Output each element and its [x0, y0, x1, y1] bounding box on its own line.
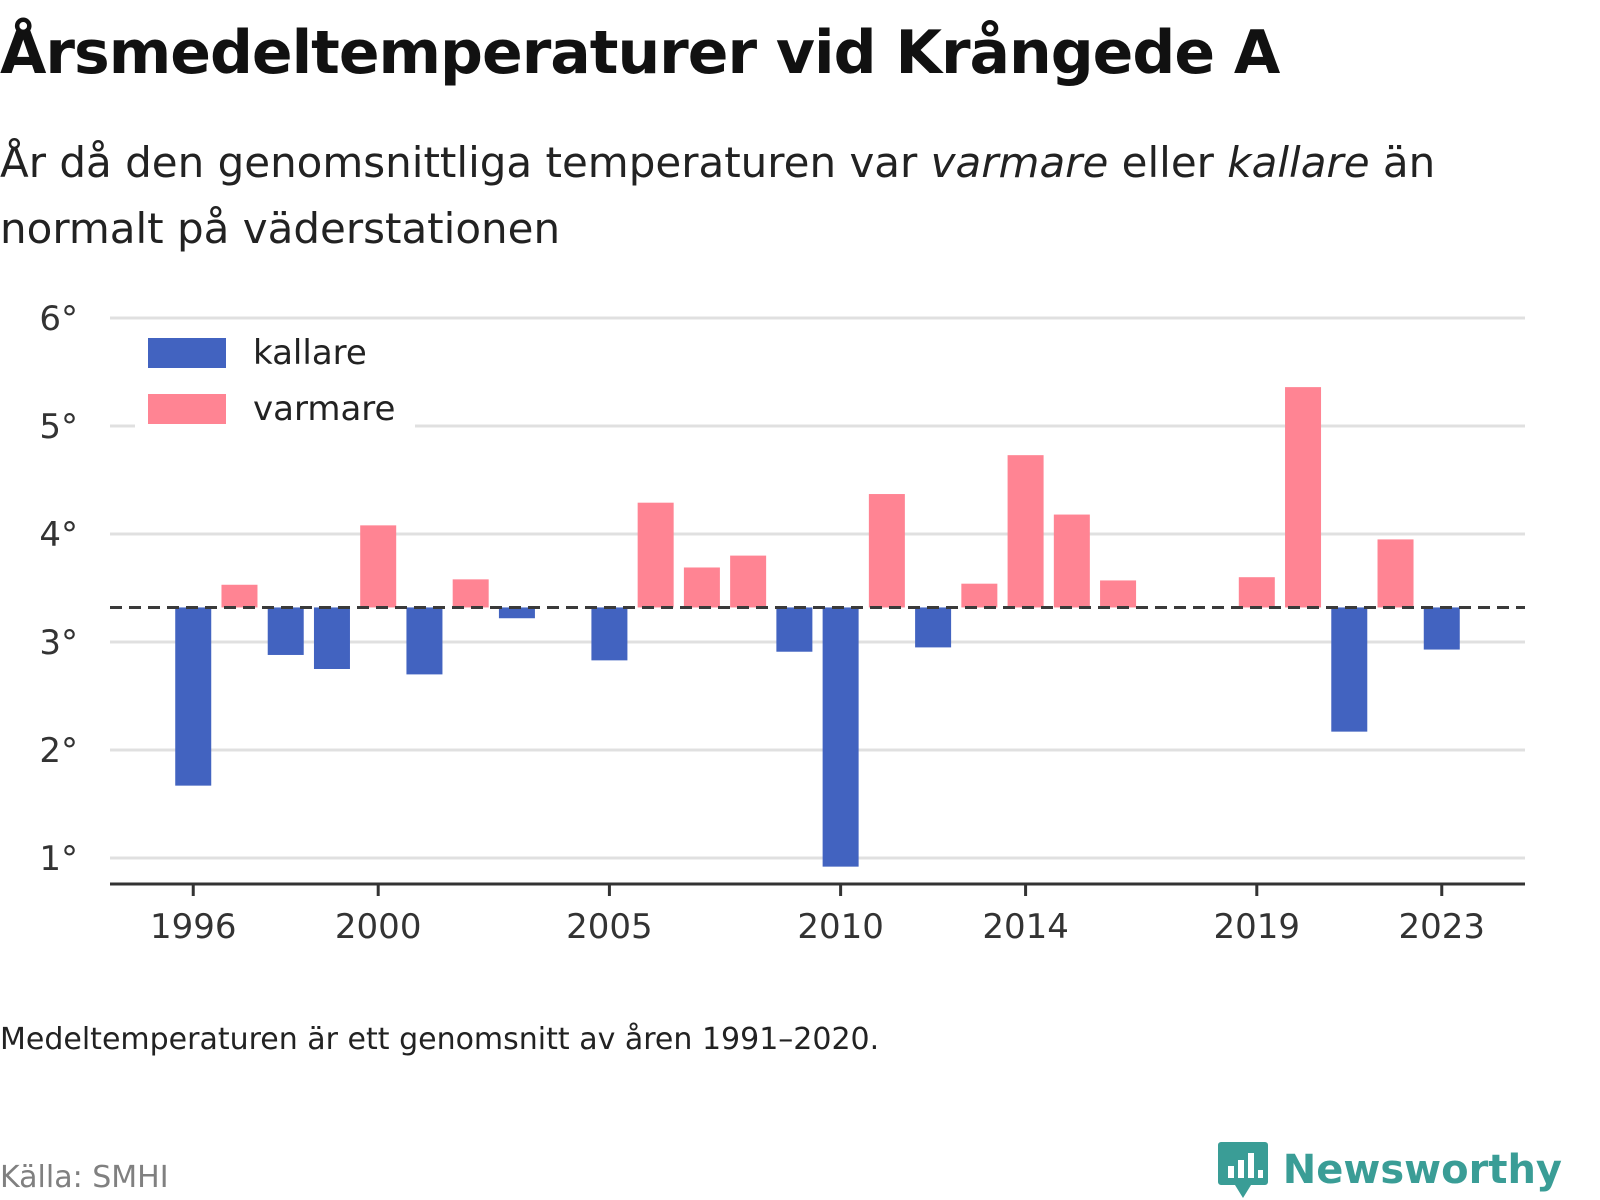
footnote: Medeltemperaturen är ett genomsnitt av å… [0, 1022, 880, 1057]
bar-2003 [498, 607, 535, 619]
bar-2016 [1100, 580, 1137, 608]
y-tick-label: 5° [39, 407, 78, 447]
chart-subtitle: År då den genomsnittliga temperaturen va… [0, 130, 1560, 262]
bar-2001 [406, 607, 443, 675]
legend-swatch-kallare [148, 338, 226, 368]
y-tick-label: 4° [39, 515, 78, 555]
chart-title: Årsmedeltemperaturer vid Krångede A [0, 18, 1280, 88]
source-credit: Källa: SMHI [0, 1160, 169, 1195]
subtitle-text-2: eller [1108, 138, 1228, 187]
subtitle-text-3: än normalt på väderstationen [0, 138, 1436, 253]
bar-2019 [1238, 577, 1275, 608]
bar-2012 [915, 607, 952, 648]
bar-2014 [1007, 455, 1044, 608]
newsworthy-logo-icon [1217, 1142, 1268, 1198]
y-tick-label: 2° [39, 731, 78, 771]
x-tick-label: 2000 [335, 907, 422, 947]
bar-2005 [591, 607, 628, 661]
bar-2007 [683, 567, 720, 608]
temperature-bar-chart: 1° 2° 3° 4° 5° 6° kallare varmare 1996 2000 2005 20… [39, 299, 1525, 947]
bar-2013 [961, 583, 998, 608]
bar-1998 [267, 607, 304, 655]
bar-1997 [221, 584, 258, 608]
bar-2021 [1331, 607, 1368, 732]
x-tick-label: 2019 [1214, 907, 1301, 947]
x-tick-label: 2014 [982, 907, 1069, 947]
bar-1999 [313, 607, 350, 669]
y-tick-label: 3° [39, 623, 78, 663]
brand-name: Newsworthy [1282, 1147, 1562, 1193]
bar-2009 [776, 607, 813, 652]
legend-label-kallare: kallare [253, 333, 367, 373]
bar-2015 [1053, 514, 1090, 608]
x-tick-label: 2023 [1398, 907, 1485, 947]
bar-2020 [1285, 387, 1322, 608]
x-tick-label: 2005 [566, 907, 653, 947]
x-tick-label: 2010 [797, 907, 884, 947]
bar-2011 [868, 494, 905, 608]
bar-2002 [452, 579, 489, 608]
bar-2023 [1423, 607, 1460, 650]
bar-2000 [360, 525, 397, 608]
legend-label-varmare: varmare [253, 389, 395, 429]
bar-2010 [822, 607, 859, 867]
x-tick-label: 1996 [150, 907, 237, 947]
legend-swatch-varmare [148, 394, 226, 424]
bar-2022 [1377, 539, 1414, 608]
bar-2008 [730, 555, 767, 608]
y-tick-label: 1° [39, 839, 78, 879]
brand: Newsworthy [1217, 1140, 1562, 1200]
subtitle-warm-word: varmare [930, 138, 1109, 187]
y-tick-label: 6° [39, 299, 78, 339]
bar-1996 [175, 607, 212, 786]
subtitle-cold-word: kallare [1227, 138, 1370, 187]
bar-2006 [637, 502, 674, 608]
subtitle-text-1: År då den genomsnittliga temperaturen va… [0, 138, 931, 187]
